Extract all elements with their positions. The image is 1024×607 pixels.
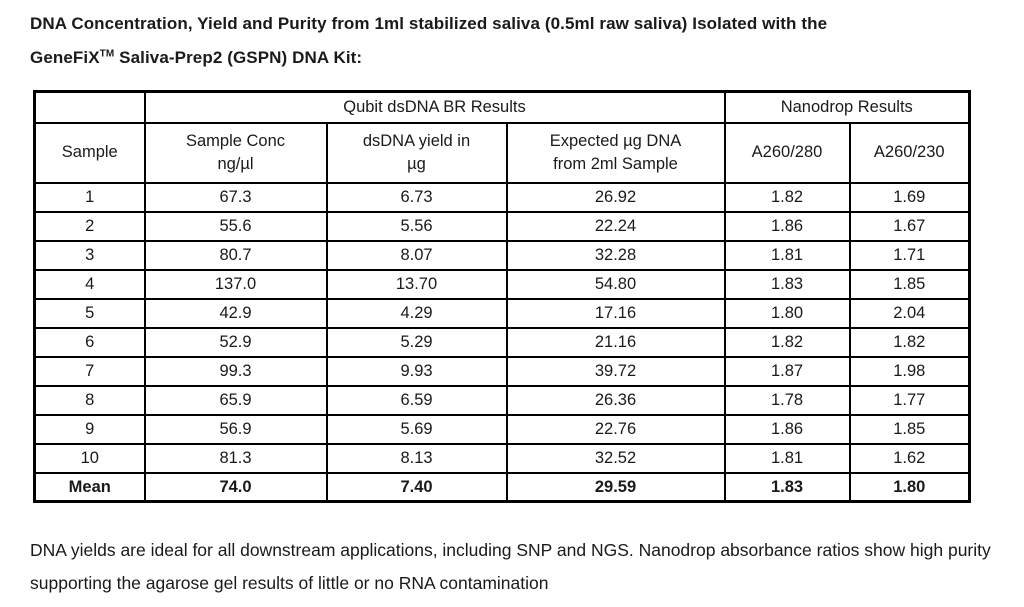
cell-conc: 52.9	[143, 326, 328, 358]
cell-a260-230: 1.71	[848, 239, 971, 271]
cell-yield: 4.29	[325, 297, 508, 329]
page-title: DNA Concentration, Yield and Purity from…	[30, 7, 1005, 75]
col-header-yield: dsDNA yield in µg	[325, 121, 508, 184]
cell-a260-280: 1.87	[723, 355, 851, 387]
cell-conc: 55.6	[143, 210, 328, 242]
table-row: 4 137.0 13.70 54.80 1.83 1.85	[33, 268, 971, 300]
title-line-1: DNA Concentration, Yield and Purity from…	[30, 14, 828, 33]
cell-a260-280: 1.83	[723, 268, 851, 300]
cell-conc: 137.0	[143, 268, 328, 300]
cell-mean-conc: 74.0	[143, 471, 328, 503]
cell-yield: 5.29	[325, 326, 508, 358]
cell-a260-230: 1.67	[848, 210, 971, 242]
cell-sample: 5	[33, 297, 146, 329]
cell-yield: 6.73	[325, 181, 508, 213]
empty-corner-cell	[33, 90, 146, 124]
table-row: 9 56.9 5.69 22.76 1.86 1.85	[33, 413, 971, 445]
table-row: 10 81.3 8.13 32.52 1.81 1.62	[33, 442, 971, 474]
cell-yield: 13.70	[325, 268, 508, 300]
cell-expected: 26.92	[505, 181, 726, 213]
cell-a260-280: 1.78	[723, 384, 851, 416]
cell-sample: 1	[33, 181, 146, 213]
cell-sample: 8	[33, 384, 146, 416]
cell-expected: 17.16	[505, 297, 726, 329]
cell-a260-230: 1.85	[848, 268, 971, 300]
cell-a260-280: 1.80	[723, 297, 851, 329]
cell-yield: 8.07	[325, 239, 508, 271]
cell-a260-280: 1.82	[723, 326, 851, 358]
results-table: Qubit dsDNA BR Results Nanodrop Results …	[33, 90, 971, 503]
cell-sample: 6	[33, 326, 146, 358]
cell-expected: 26.36	[505, 384, 726, 416]
trademark-superscript: TM	[99, 48, 115, 60]
group-header-row: Qubit dsDNA BR Results Nanodrop Results	[33, 90, 971, 124]
cell-yield: 9.93	[325, 355, 508, 387]
cell-yield: 6.59	[325, 384, 508, 416]
cell-conc: 42.9	[143, 297, 328, 329]
cell-a260-230: 1.82	[848, 326, 971, 358]
cell-sample: 2	[33, 210, 146, 242]
group-header-qubit: Qubit dsDNA BR Results	[143, 90, 726, 124]
table-row: 3 80.7 8.07 32.28 1.81 1.71	[33, 239, 971, 271]
title-line-2: GeneFiXTM Saliva-Prep2 (GSPN) DNA Kit:	[30, 48, 363, 67]
cell-expected: 54.80	[505, 268, 726, 300]
cell-expected: 22.76	[505, 413, 726, 445]
cell-sample: 3	[33, 239, 146, 271]
cell-a260-280: 1.81	[723, 442, 851, 474]
cell-sample: 10	[33, 442, 146, 474]
cell-a260-230: 1.98	[848, 355, 971, 387]
cell-expected: 32.52	[505, 442, 726, 474]
cell-yield: 8.13	[325, 442, 508, 474]
mean-row: Mean 74.0 7.40 29.59 1.83 1.80	[33, 471, 971, 503]
cell-expected: 32.28	[505, 239, 726, 271]
col-header-a260-280: A260/280	[723, 121, 851, 184]
table-row: 5 42.9 4.29 17.16 1.80 2.04	[33, 297, 971, 329]
cell-conc: 81.3	[143, 442, 328, 474]
cell-a260-230: 1.62	[848, 442, 971, 474]
cell-yield: 5.56	[325, 210, 508, 242]
cell-a260-280: 1.86	[723, 413, 851, 445]
cell-a260-230: 1.85	[848, 413, 971, 445]
cell-mean-yield: 7.40	[325, 471, 508, 503]
cell-a260-280: 1.82	[723, 181, 851, 213]
cell-conc: 65.9	[143, 384, 328, 416]
cell-a260-280: 1.86	[723, 210, 851, 242]
column-header-row: Sample Sample Conc ng/µl dsDNA yield in …	[33, 121, 971, 184]
col-header-sample: Sample	[33, 121, 146, 184]
cell-a260-230: 2.04	[848, 297, 971, 329]
table-row: 6 52.9 5.29 21.16 1.82 1.82	[33, 326, 971, 358]
col-header-expected: Expected µg DNA from 2ml Sample	[505, 121, 726, 184]
col-header-a260-230: A260/230	[848, 121, 971, 184]
cell-a260-230: 1.77	[848, 384, 971, 416]
group-header-nanodrop: Nanodrop Results	[723, 90, 971, 124]
cell-sample: 4	[33, 268, 146, 300]
cell-expected: 21.16	[505, 326, 726, 358]
cell-mean-expected: 29.59	[505, 471, 726, 503]
cell-a260-230: 1.69	[848, 181, 971, 213]
cell-expected: 22.24	[505, 210, 726, 242]
footer-note: DNA yields are ideal for all downstream …	[30, 540, 991, 593]
cell-sample: 7	[33, 355, 146, 387]
cell-conc: 67.3	[143, 181, 328, 213]
cell-a260-280: 1.81	[723, 239, 851, 271]
cell-conc: 56.9	[143, 413, 328, 445]
table-row: 8 65.9 6.59 26.36 1.78 1.77	[33, 384, 971, 416]
cell-mean-a260-230: 1.80	[848, 471, 971, 503]
cell-mean-label: Mean	[33, 471, 146, 503]
col-header-conc: Sample Conc ng/µl	[143, 121, 328, 184]
cell-yield: 5.69	[325, 413, 508, 445]
table-row: 7 99.3 9.93 39.72 1.87 1.98	[33, 355, 971, 387]
cell-expected: 39.72	[505, 355, 726, 387]
cell-conc: 99.3	[143, 355, 328, 387]
cell-sample: 9	[33, 413, 146, 445]
table-row: 1 67.3 6.73 26.92 1.82 1.69	[33, 181, 971, 213]
table-row: 2 55.6 5.56 22.24 1.86 1.67	[33, 210, 971, 242]
cell-mean-a260-280: 1.83	[723, 471, 851, 503]
cell-conc: 80.7	[143, 239, 328, 271]
